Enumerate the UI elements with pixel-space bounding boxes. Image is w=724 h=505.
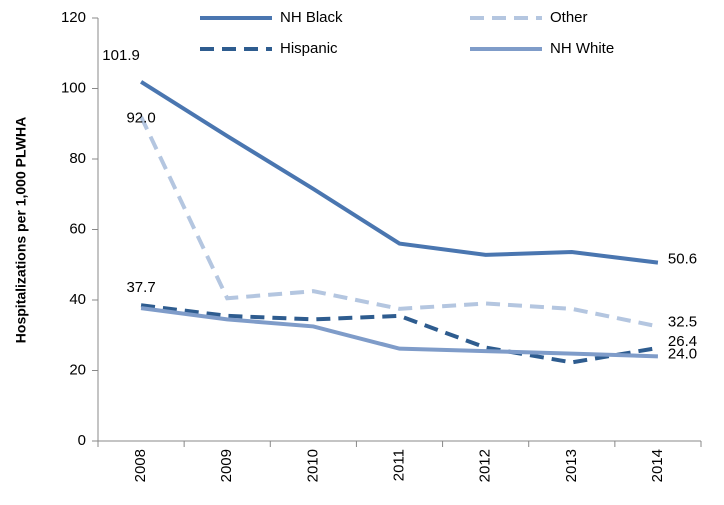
legend-label: Hispanic	[280, 40, 338, 57]
data-label: 37.7	[126, 279, 155, 296]
y-tick-label: 40	[69, 291, 86, 308]
data-label: 101.9	[102, 47, 140, 64]
series-line	[140, 306, 658, 359]
data-label: 92.0	[126, 110, 155, 127]
y-tick-label: 60	[69, 220, 86, 237]
data-label: 26.4	[668, 333, 697, 350]
data-label: 32.5	[668, 313, 697, 330]
y-tick-label: 0	[78, 432, 86, 449]
legend-label: NH Black	[280, 9, 343, 26]
x-tick-label: 2009	[218, 449, 235, 482]
data-label: 50.6	[668, 251, 697, 268]
y-axis-title: Hospitalizations per 1,000 PLWHA	[13, 117, 29, 343]
x-tick-label: 2010	[304, 449, 321, 482]
x-tick-label: 2013	[563, 449, 580, 482]
y-tick-label: 20	[69, 361, 86, 378]
x-tick-label: 2012	[477, 449, 494, 482]
series-line	[139, 115, 659, 329]
y-tick-label: 120	[61, 9, 86, 26]
legend-label: Other	[550, 9, 588, 26]
data-label: 24.0	[668, 345, 697, 362]
legend-label: NH White	[550, 40, 614, 57]
x-tick-label: 2008	[132, 449, 149, 482]
y-tick-label: 80	[69, 150, 86, 167]
x-tick-label: 2014	[649, 449, 666, 482]
x-tick-label: 2011	[390, 449, 407, 481]
series-line	[140, 80, 659, 265]
y-tick-label: 100	[61, 79, 86, 96]
